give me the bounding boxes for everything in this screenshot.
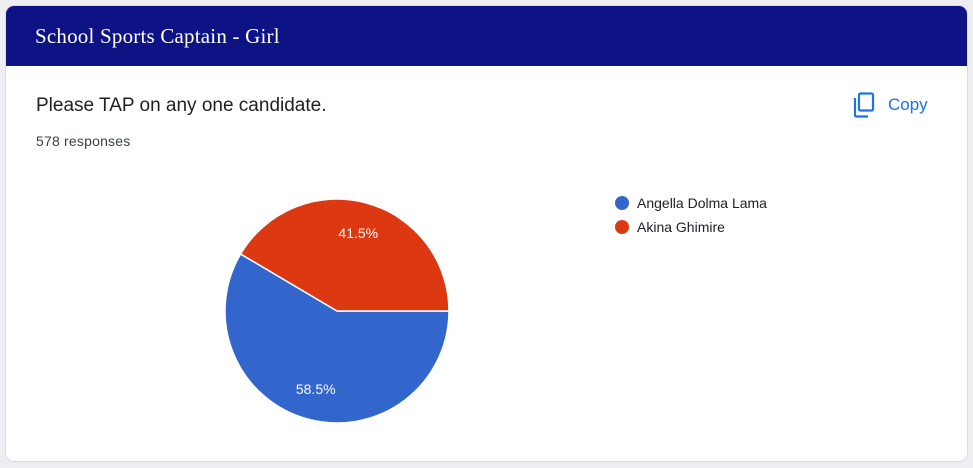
response-count: 578 responses <box>36 133 131 149</box>
copy-icon <box>852 92 876 118</box>
pie-slice[interactable] <box>239 198 450 312</box>
copy-button[interactable]: Copy <box>846 88 934 122</box>
legend-label: Angella Dolma Lama <box>637 195 767 211</box>
legend-swatch <box>615 220 629 234</box>
copy-label: Copy <box>888 95 928 114</box>
pie-slice[interactable] <box>224 252 450 424</box>
legend-label: Akina Ghimire <box>637 219 725 235</box>
page-title: School Sports Captain - Girl <box>35 23 280 48</box>
slice-percent-label: 58.5% <box>296 381 336 397</box>
card-header: School Sports Captain - Girl <box>6 6 967 66</box>
chart-legend: Angella Dolma Lama Akina Ghimire <box>615 191 767 239</box>
question-text: Please TAP on any one candidate. <box>36 95 327 116</box>
legend-item[interactable]: Akina Ghimire <box>615 215 767 239</box>
slice-percent-label: 41.5% <box>338 225 378 241</box>
legend-item[interactable]: Angella Dolma Lama <box>615 191 767 215</box>
form-summary-card: School Sports Captain - Girl Please TAP … <box>6 6 967 461</box>
legend-swatch <box>615 196 629 210</box>
pie-chart: 58.5% 41.5% <box>224 198 450 424</box>
